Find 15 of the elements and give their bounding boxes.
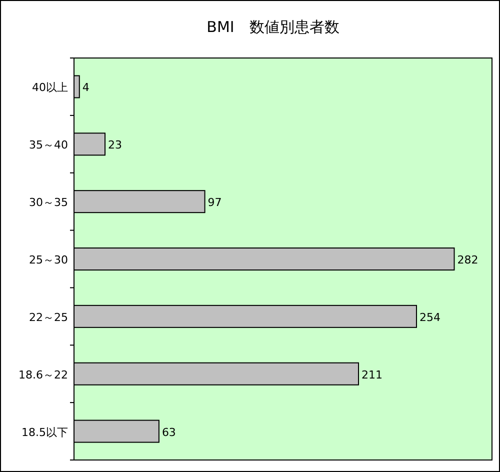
data-label: 211 bbox=[362, 368, 383, 382]
data-label: 4 bbox=[82, 81, 90, 94]
y-tick-label: 18.5以下 bbox=[22, 426, 68, 439]
data-label: 282 bbox=[457, 254, 478, 266]
y-tick-label: 25～30 bbox=[29, 254, 68, 266]
y-tick-label: 22～25 bbox=[29, 310, 68, 324]
data-label: 254 bbox=[419, 310, 440, 324]
data-label: 23 bbox=[108, 138, 122, 152]
y-tick-label: 35～40 bbox=[29, 138, 68, 152]
y-tick-label: 30～35 bbox=[29, 196, 68, 210]
data-label: 63 bbox=[162, 426, 176, 439]
y-tick-label: 40以上 bbox=[32, 81, 68, 94]
chart-title: BMI 数値別患者数 bbox=[206, 18, 340, 36]
data-label: 97 bbox=[208, 196, 222, 210]
y-tick-label: 18.6～22 bbox=[18, 368, 68, 382]
